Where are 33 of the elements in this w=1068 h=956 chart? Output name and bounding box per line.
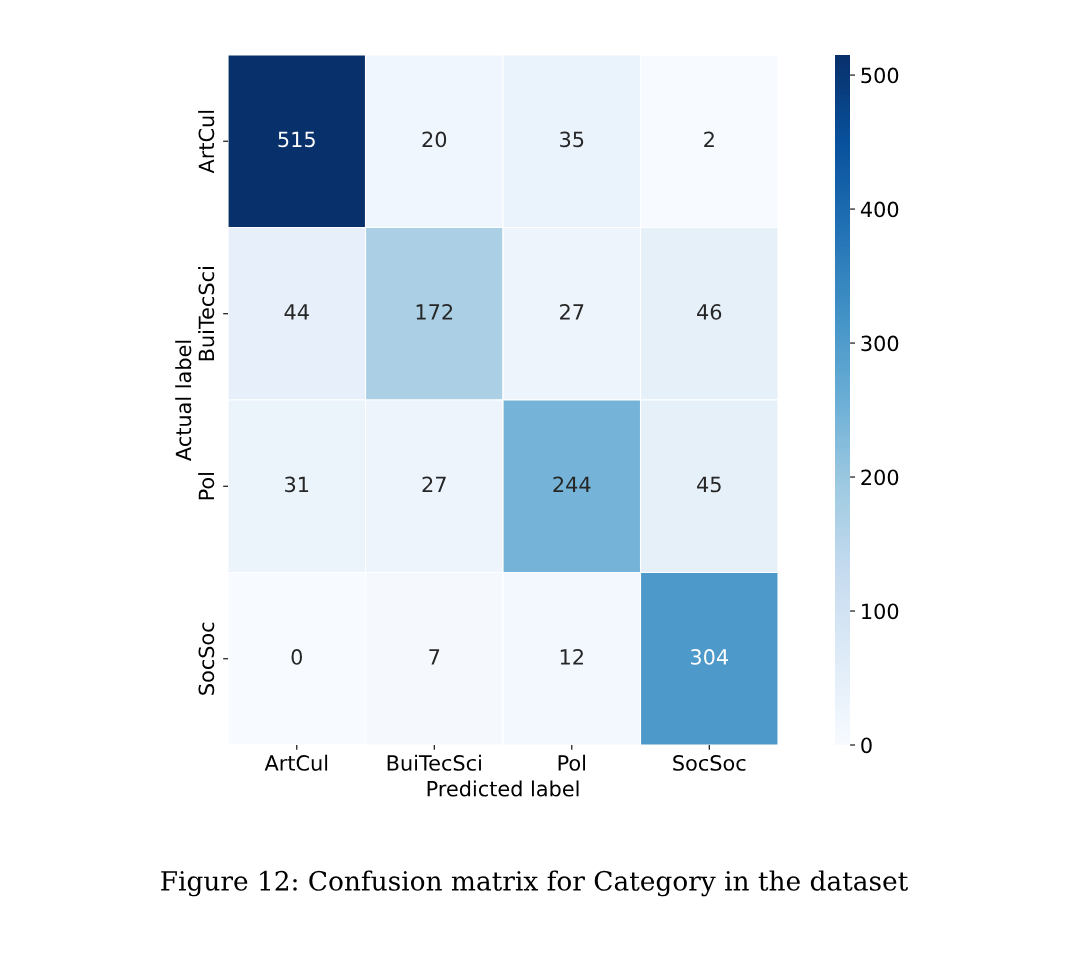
data-label: 27	[422, 476, 446, 492]
data-label: 20	[422, 131, 447, 148]
y-tick-label: ArtCul	[198, 110, 215, 174]
y-tick-label: Pol	[198, 473, 215, 500]
color-bar-label: 300	[861, 335, 899, 352]
data-label: 44	[284, 304, 309, 320]
data-label: 12	[560, 649, 583, 665]
x-tick-label: BuiTecSci	[387, 754, 481, 771]
y-tick-label: SocSoc	[198, 622, 215, 695]
color-bar-label: 0	[861, 737, 872, 754]
data-label: 244	[553, 476, 591, 492]
data-label: 35	[560, 131, 584, 148]
data-label: 45	[697, 476, 721, 493]
data-label: 46	[697, 304, 722, 320]
x-axis-title: Predicted label	[427, 780, 579, 797]
data-label: 515	[278, 131, 315, 148]
color-bar-label: 500	[861, 67, 899, 84]
data-label: 31	[285, 476, 309, 493]
data-label: 172	[416, 304, 453, 320]
x-tick-label: ArtCul	[264, 754, 328, 771]
data-label: 2	[704, 131, 714, 147]
color-bar-label: 400	[860, 201, 899, 218]
x-tick-label: Pol	[558, 754, 585, 771]
data-label: 7	[429, 649, 440, 665]
caption: Figure 12: Confusion matrix for Category in the dataset	[161, 870, 909, 897]
color-bar-label: 100	[862, 603, 899, 620]
color-bar-label: 200	[861, 469, 899, 486]
data-label: 0	[291, 649, 303, 665]
y-tick-label: BuiTecSci	[198, 267, 215, 361]
y-axis-title: Actual label	[175, 340, 192, 461]
data-label: 27	[560, 304, 584, 320]
x-tick-label: SocSoc	[673, 755, 746, 771]
data-label: 304	[690, 649, 728, 665]
